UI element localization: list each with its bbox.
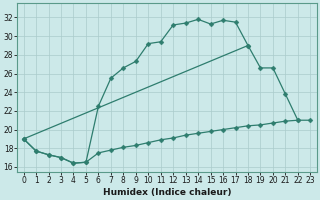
X-axis label: Humidex (Indice chaleur): Humidex (Indice chaleur) (103, 188, 231, 197)
